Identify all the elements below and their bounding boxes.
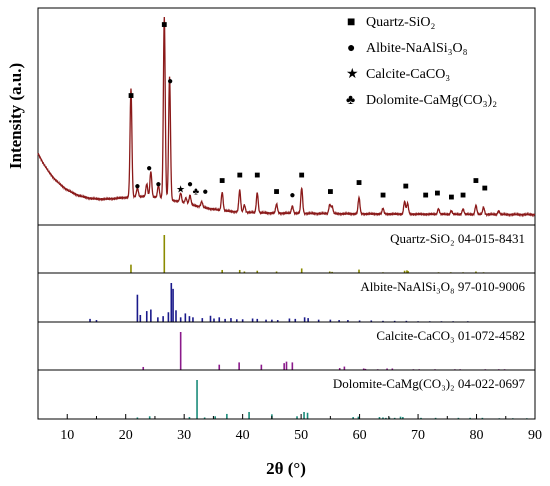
legend-item-dolomite: ♣ Dolomite-CaMg(CO₃)₂ [346,93,497,108]
phase-marker: ■ [423,190,429,201]
phase-marker: ● [146,163,152,174]
x-tick-label: 90 [528,428,542,443]
legend-marker-quartz: ■ [347,15,355,30]
reference-panels: Quartz-SiO₂ 04-015-8431 Albite-NaAlSi₃O₈ … [37,224,536,420]
phase-markers: ■■●●●● ★ ●♣ ●■ ■ ■■ ●■■■■■■ ■ ■ ■■■ [128,20,488,203]
x-tick-label: 20 [119,428,133,443]
legend-marker-albite: ● [347,41,355,56]
phase-marker: ● [202,186,208,197]
phase-marker: ■ [448,192,454,203]
legend-item-albite: ● Albite-NaAlSi₃O₈ [347,41,468,56]
phase-marker: ■ [403,181,409,192]
legend-marker-calcite: ★ [346,67,359,82]
phase-marker: ■ [274,186,280,197]
phase-marker: ● [289,190,295,201]
phase-marker: ■ [380,190,386,201]
reference-panel-quartz: Quartz-SiO₂ 04-015-8431 [37,224,536,274]
legend-label-dolomite: Dolomite-CaMg(CO₃)₂ [366,93,497,108]
legend-label-quartz: Quartz-SiO₂ [366,15,436,30]
phase-marker: ● [167,76,173,87]
legend-item-calcite: ★ Calcite-CaCO₃ [346,67,450,82]
x-tick-label: 40 [236,428,250,443]
phase-marker: ● [134,181,140,192]
phase-marker: ■ [434,188,440,199]
phase-marker: ■ [219,176,225,187]
x-tick-label: 70 [411,428,425,443]
legend-label-calcite: Calcite-CaCO₃ [366,67,450,82]
phase-marker: ■ [237,170,243,181]
reference-panel-label: Quartz-SiO₂ 04-015-8431 [390,231,525,246]
phase-marker: ● [155,179,161,190]
phase-marker: ■ [327,186,333,197]
phase-marker: ■ [254,170,260,181]
reference-panel-label: Albite-NaAlSi₃O₈ 97-010-9006 [360,279,525,294]
x-axis-title: 2θ (°) [266,459,306,478]
legend: ■ Quartz-SiO₂ ● Albite-NaAlSi₃O₈ ★ Calci… [346,15,497,108]
legend-label-albite: Albite-NaAlSi₃O₈ [366,41,468,56]
x-tick-label: 30 [177,428,191,443]
reference-panel-dolomite: Dolomite-CaMg(CO₃)₂ 04-022-0697 [37,369,536,420]
x-tick-label: 60 [353,428,367,443]
x-tick-label: 80 [470,428,484,443]
phase-marker: ■ [356,177,362,188]
x-tick-label: 10 [60,428,74,443]
x-tick-label: 50 [294,428,308,443]
phase-marker: ■ [128,90,134,101]
phase-marker: ★ [176,185,185,196]
legend-marker-dolomite: ♣ [346,93,355,108]
phase-marker: ■ [460,190,466,201]
phase-marker: ♣ [193,186,200,197]
phase-marker: ● [187,179,193,190]
phase-marker: ■ [161,20,167,31]
reference-panel-calcite: Calcite-CaCO₃ 01-072-4582 [37,321,536,371]
x-axis: 10 20 30 40 50 60 70 80 90 [37,414,542,443]
legend-item-quartz: ■ Quartz-SiO₂ [347,15,436,30]
sample-pattern-line [37,16,536,218]
reference-panel-label: Calcite-CaCO₃ 01-072-4582 [376,328,525,343]
phase-marker: ■ [473,176,479,187]
y-axis-title: Intensity (a.u.) [6,63,25,169]
reference-panel-label: Dolomite-CaMg(CO₃)₂ 04-022-0697 [333,376,526,391]
phase-marker: ■ [482,183,488,194]
phase-marker: ■ [299,170,305,181]
reference-panel-albite: Albite-NaAlSi₃O₈ 97-010-9006 [37,272,536,323]
